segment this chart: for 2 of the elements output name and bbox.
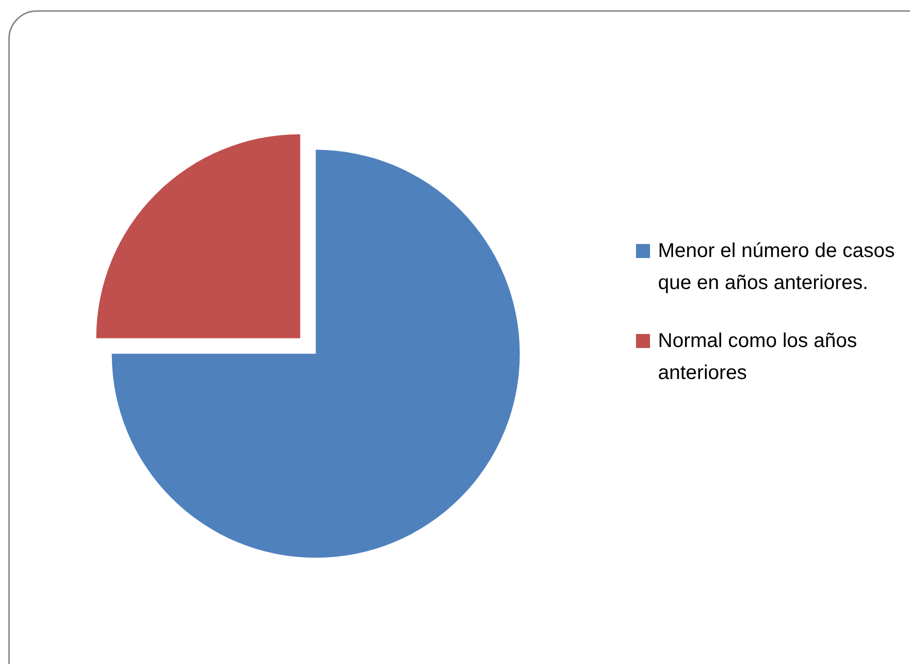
legend-label: Normal como los años anteriores (658, 330, 857, 384)
legend-label: Menor el número de casos que en años anteriores. (658, 240, 895, 294)
